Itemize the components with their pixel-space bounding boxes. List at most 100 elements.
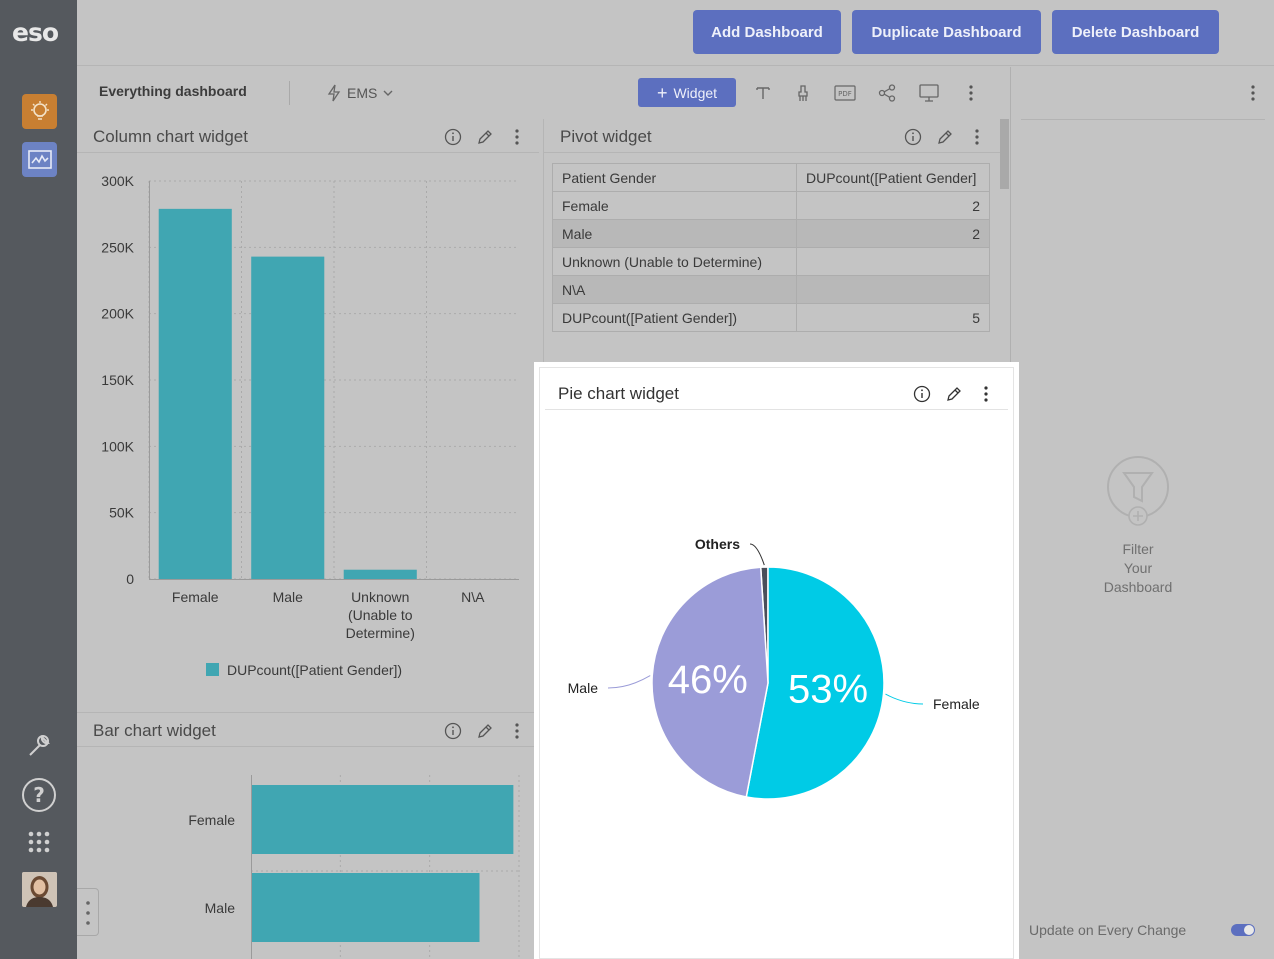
y-tick-label: 0 xyxy=(126,571,134,587)
y-tick-label: 200K xyxy=(101,306,134,322)
edit-button[interactable] xyxy=(944,384,964,404)
y-tick-label: 300K xyxy=(101,173,134,189)
pivot-widget: Pivot widget Patient Gender DUPcount([Pa… xyxy=(543,119,1009,365)
x-tick-label: (Unable to xyxy=(348,607,413,623)
dashboard-title: Everything dashboard xyxy=(99,83,247,99)
dashboards-button[interactable] xyxy=(22,142,57,177)
y-tick-label: 150K xyxy=(101,372,134,388)
duplicate-dashboard-button[interactable]: Duplicate Dashboard xyxy=(852,10,1041,54)
more-vertical-icon xyxy=(1251,85,1255,101)
apps-button[interactable] xyxy=(20,823,58,861)
add-filter-button[interactable] xyxy=(1106,455,1170,532)
update-on-change-toggle[interactable] xyxy=(1231,924,1255,936)
y-tick-label: 250K xyxy=(101,239,134,255)
info-button[interactable] xyxy=(443,127,463,147)
column-bar xyxy=(251,256,325,579)
info-icon xyxy=(913,385,931,403)
widget-more-button[interactable] xyxy=(967,127,987,147)
more-vertical-icon xyxy=(969,85,973,101)
datasource-selector[interactable]: EMS xyxy=(327,84,393,102)
export-pdf-button[interactable]: PDF xyxy=(833,81,857,105)
filter-add-icon xyxy=(1107,456,1169,526)
filter-more-button[interactable] xyxy=(1250,85,1256,106)
widget-actions xyxy=(443,127,527,147)
widget-header: Pivot widget xyxy=(544,119,1009,153)
bar-chart: Female Male xyxy=(188,775,520,959)
drag-handle-icon xyxy=(86,901,90,925)
filter-hint-line: Dashboard xyxy=(1103,579,1173,595)
row-value xyxy=(796,275,990,304)
update-on-change-label: Update on Every Change xyxy=(1029,922,1187,938)
pie-percent-label: 46% xyxy=(668,658,748,702)
widget-actions xyxy=(443,721,527,741)
y-tick-label: 50K xyxy=(109,505,135,521)
horizontal-bar xyxy=(252,873,480,942)
widget-more-button[interactable] xyxy=(507,127,527,147)
dashboard-toolbar: Everything dashboard EMS + Widget PDF xyxy=(77,67,1009,119)
svg-text:PDF: PDF xyxy=(838,90,852,98)
insights-button[interactable] xyxy=(22,94,57,129)
bar-chart-widget: Bar chart widget Female Male xyxy=(77,712,539,959)
table-row: Male 2 xyxy=(552,219,990,248)
user-photo xyxy=(22,872,57,907)
toolbar-divider xyxy=(289,81,290,105)
filter-panel-divider xyxy=(1021,119,1265,120)
wrench-icon xyxy=(29,735,50,756)
add-text-button[interactable] xyxy=(751,81,775,105)
delete-dashboard-button[interactable]: Delete Dashboard xyxy=(1052,10,1219,54)
add-dashboard-button[interactable]: Add Dashboard xyxy=(693,10,841,54)
edit-button[interactable] xyxy=(475,721,495,741)
more-vertical-icon xyxy=(515,129,519,145)
pencil-icon xyxy=(478,130,492,144)
dashboard-more-button[interactable] xyxy=(959,81,983,105)
chevron-down-icon xyxy=(383,90,393,96)
pie-slice-label: Male xyxy=(568,680,599,696)
more-vertical-icon xyxy=(975,129,979,145)
side-drawer-handle[interactable] xyxy=(77,888,99,936)
add-widget-label: Widget xyxy=(673,84,718,101)
settings-button[interactable] xyxy=(20,727,58,765)
info-button[interactable] xyxy=(443,721,463,741)
info-button[interactable] xyxy=(912,384,932,404)
more-vertical-icon xyxy=(984,386,988,402)
horizontal-bar xyxy=(252,785,514,854)
pivot-header-cell[interactable]: DUPcount([Patient Gender] xyxy=(796,163,990,192)
widget-actions xyxy=(912,384,996,404)
widget-header: Bar chart widget xyxy=(77,713,539,747)
monitor-icon xyxy=(919,84,939,102)
edit-button[interactable] xyxy=(475,127,495,147)
row-value xyxy=(796,247,990,276)
left-rail: eso ? xyxy=(0,0,77,959)
widget-actions xyxy=(903,127,987,147)
x-tick-label: N\A xyxy=(461,589,485,605)
widget-title: Column chart widget xyxy=(93,127,248,146)
widget-more-button[interactable] xyxy=(976,384,996,404)
info-button[interactable] xyxy=(903,127,923,147)
filter-hint-line: Your xyxy=(1123,560,1153,576)
filter-hint-line: Filter xyxy=(1122,541,1154,557)
share-button[interactable] xyxy=(875,81,899,105)
pivot-scrollbar[interactable] xyxy=(1000,119,1009,189)
y-tick-label: Male xyxy=(205,900,236,916)
widget-more-button[interactable] xyxy=(507,721,527,741)
column-chart: 0 50K 100K 150K 200K 250K 300K Female Male Unknow… xyxy=(101,173,519,678)
edit-button[interactable] xyxy=(935,127,955,147)
column-chart-widget: Column chart widget 0 50K 100K 150K 200K 250K… xyxy=(77,119,539,709)
x-tick-label: Unknown xyxy=(351,589,409,605)
user-avatar[interactable] xyxy=(22,872,57,907)
pivot-header-cell[interactable]: Patient Gender xyxy=(552,163,797,192)
design-button[interactable] xyxy=(791,81,815,105)
pie-slice xyxy=(745,566,885,800)
help-icon: ? xyxy=(22,778,56,812)
x-tick-label: Determine) xyxy=(346,625,415,641)
pie-percent-label: 53% xyxy=(788,668,868,712)
widget-title: Bar chart widget xyxy=(93,721,216,740)
top-bar: Add Dashboard Duplicate Dashboard Delete… xyxy=(77,0,1274,66)
help-button[interactable]: ? xyxy=(20,776,58,814)
pencil-icon xyxy=(938,130,952,144)
info-icon xyxy=(444,128,462,146)
table-row: Unknown (Unable to Determine) xyxy=(552,247,990,276)
add-widget-button[interactable]: + Widget xyxy=(638,78,736,107)
row-label: Female xyxy=(552,191,797,220)
present-button[interactable] xyxy=(917,81,941,105)
